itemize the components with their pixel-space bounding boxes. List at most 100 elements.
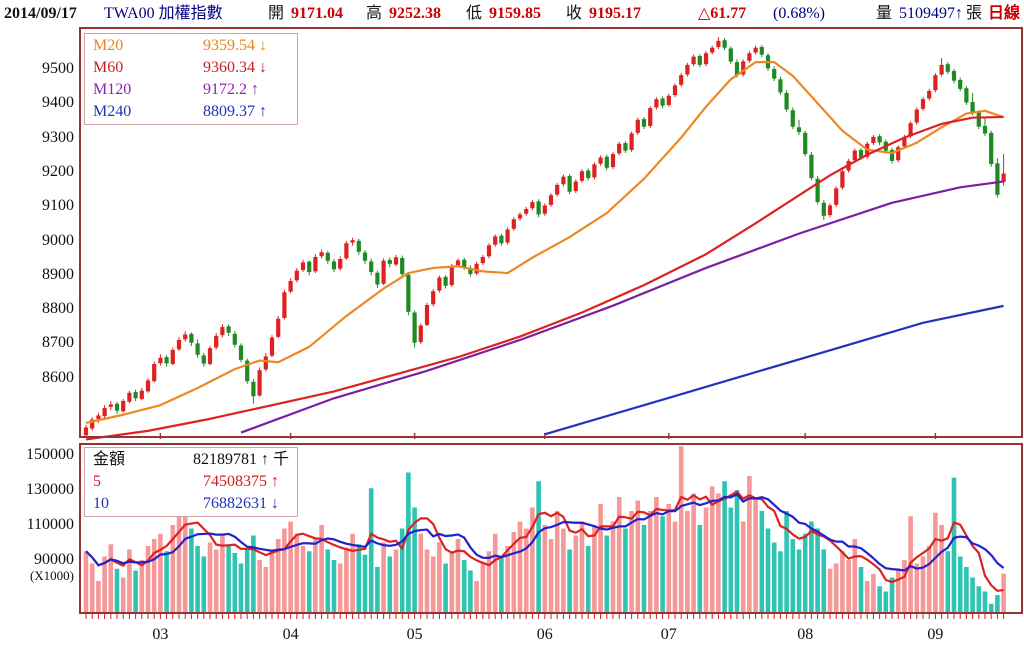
volume-bar <box>288 521 293 612</box>
candle-body <box>641 119 647 127</box>
volume-bar <box>753 497 758 612</box>
volume-bar <box>356 544 362 612</box>
volume-ma10-line <box>85 493 1005 572</box>
open-value: 9171.04 <box>291 5 343 22</box>
volume-bar <box>474 581 479 612</box>
volume-legend-box: 金額 82189781 ↑ 千 5 74508375 ↑ 10 76882631 ↓ <box>84 447 298 517</box>
candle-body <box>381 260 386 284</box>
candle-body <box>369 261 374 273</box>
volume-bar <box>232 553 238 612</box>
volume-bar <box>368 488 374 612</box>
volume-bar <box>778 551 783 612</box>
volume-bar <box>685 511 690 612</box>
candle-body <box>431 291 436 305</box>
legend-value: 9360.34 ↓ <box>203 59 267 76</box>
candle-body <box>877 136 882 143</box>
volume-bar <box>269 551 275 612</box>
volume-bar <box>703 507 709 612</box>
volume-axis-unit: (X1000) <box>29 568 74 583</box>
volume-bar <box>381 542 386 612</box>
month-label: 05 <box>406 626 423 643</box>
legend-row: 5 74508375 ↑ <box>85 471 297 493</box>
candle-body <box>387 260 392 264</box>
candle-body <box>939 64 944 75</box>
legend-label: M20 <box>93 37 124 54</box>
candle-body <box>201 355 206 364</box>
volume-bar <box>344 547 349 612</box>
volume-bar <box>189 528 194 612</box>
legend-value: 9359.54 ↓ <box>203 37 267 54</box>
candle-body <box>803 132 808 155</box>
month-label: 04 <box>282 626 299 643</box>
volume-bar <box>542 525 548 612</box>
volume-bar <box>375 567 380 612</box>
price-tick-label: 9100 <box>42 197 74 215</box>
candle-body <box>338 259 343 269</box>
volume-bar <box>827 568 833 612</box>
ma-line-m120 <box>240 180 1004 434</box>
volume-bar <box>430 556 436 612</box>
volume-bar <box>244 549 250 612</box>
candle-body <box>226 326 231 333</box>
volume-chart[interactable] <box>78 443 1024 623</box>
volume-bar <box>294 533 300 612</box>
legend-row: M60 9360.34 ↓ <box>85 57 297 79</box>
month-label: 07 <box>660 626 677 643</box>
candle-body <box>474 263 479 274</box>
volume-bar <box>629 511 634 612</box>
price-tick-label: 9300 <box>42 128 74 146</box>
volume-bar <box>213 549 219 612</box>
month-label: 09 <box>927 626 944 643</box>
candle-body <box>654 99 659 108</box>
legend-value: 82189781 ↑ 千 <box>192 451 289 468</box>
candle-body <box>734 62 740 76</box>
candle-body <box>790 110 795 127</box>
candle-body <box>375 272 380 285</box>
volume-bar <box>406 472 411 612</box>
candle-body <box>90 419 95 429</box>
volume-bar <box>1001 573 1006 612</box>
candle-body <box>666 95 671 106</box>
volume-bar <box>195 546 200 612</box>
candle-body <box>294 270 299 281</box>
candle-body <box>400 257 405 275</box>
candle-body <box>276 318 281 337</box>
volume-bar <box>585 546 591 612</box>
symbol-name[interactable]: TWA00 加權指數 <box>104 5 223 22</box>
volume-bar <box>127 549 132 612</box>
volume-bar <box>263 567 269 612</box>
candle-body <box>406 274 411 312</box>
volume-bar <box>133 570 138 612</box>
volume-bar <box>337 563 343 612</box>
candle-body <box>325 252 330 261</box>
period-selector[interactable]: 日線 <box>988 5 1021 22</box>
volume-bar <box>573 535 579 612</box>
legend-row: 金額 82189781 ↑ 千 <box>85 449 297 471</box>
candle-body <box>542 205 547 214</box>
candle-body <box>815 178 820 203</box>
volume-bar <box>976 586 982 612</box>
volume-bar <box>883 591 889 612</box>
candle-body <box>945 64 950 72</box>
volume-bar <box>96 581 101 612</box>
candle-body <box>827 205 833 216</box>
volume-bar <box>207 542 213 612</box>
volume-bar <box>251 535 256 612</box>
low-label: 低 <box>466 5 483 22</box>
legend-row: M240 8809.37 ↑ <box>85 101 297 123</box>
candle-body <box>840 171 845 188</box>
candle-body <box>858 149 864 158</box>
volume-bar <box>387 556 393 612</box>
candle-body <box>83 427 89 436</box>
volume-bar <box>926 546 932 612</box>
volume-bar <box>784 511 789 612</box>
candle-body <box>393 257 399 265</box>
candle-body <box>102 407 107 417</box>
volume-bar <box>765 528 771 612</box>
candle-body <box>108 404 113 407</box>
volume-chart-border <box>79 443 1023 614</box>
candle-body <box>970 101 975 113</box>
main-candlestick-chart[interactable] <box>78 27 1024 441</box>
volume-bar <box>505 546 510 612</box>
volume-bar <box>492 533 498 612</box>
